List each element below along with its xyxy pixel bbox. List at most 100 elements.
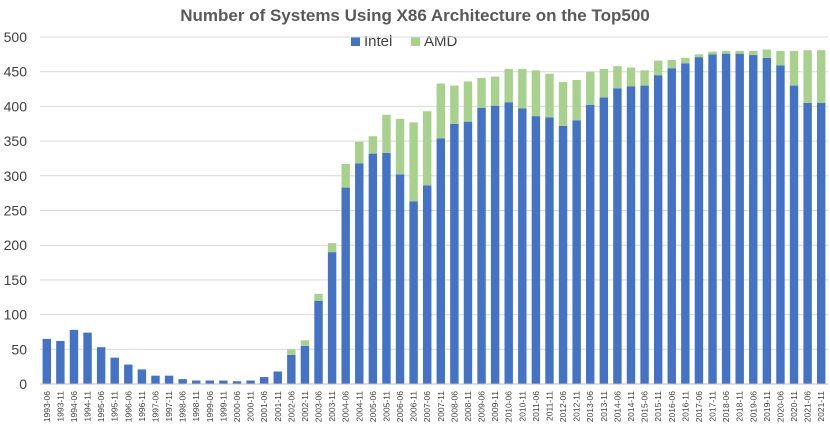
bar-intel-2003-11: [327, 252, 337, 384]
bar-intel-2001-06: [259, 377, 269, 384]
bar-intel-2021-11: [817, 102, 826, 385]
x-tick-label: 2010-06: [504, 391, 514, 422]
bar-intel-2010-11: [518, 108, 527, 384]
bar-amd-2007-11: [436, 83, 445, 139]
bar-intel-2014-11: [626, 86, 636, 385]
bar-intel-2007-11: [436, 138, 445, 384]
x-axis: 1993-06 1993-11 1994-06 1994-11 1995-06 1995-…: [40, 383, 828, 422]
bar-amd-2015-06: [640, 70, 649, 86]
y-axis: 0 50 100 150 200 250 300 350 400 450 500: [4, 29, 28, 392]
bar-intel-2017-11: [708, 54, 717, 384]
y-tick-label: 400: [4, 98, 28, 114]
x-tick-label: 2002-11: [300, 391, 310, 422]
legend: Intel AMD: [351, 33, 458, 50]
bar-amd-2015-11: [653, 60, 663, 76]
bar-intel-2000-06: [232, 381, 242, 384]
y-tick-label: 300: [4, 168, 28, 184]
bar-intel-1996-06: [124, 364, 133, 384]
gridlines: [40, 36, 828, 350]
bar-intel-2018-11: [735, 53, 744, 384]
bar-amd-2002-06: [287, 349, 296, 355]
x-tick-label: 2020-11: [789, 391, 799, 422]
bar-intel-2005-06: [368, 153, 378, 384]
x-tick-label: 1995-11: [110, 391, 120, 422]
x-tick-label: 1997-11: [164, 391, 174, 422]
bar-amd-2012-11: [572, 80, 581, 121]
bar-amd-2014-06: [613, 66, 622, 89]
bar-intel-2015-06: [640, 85, 649, 384]
bar-intel-2012-11: [572, 120, 581, 384]
bar-amd-2012-06: [558, 82, 568, 126]
x-tick-label: 2007-06: [422, 391, 432, 422]
bar-intel-2004-06: [341, 187, 350, 384]
bar-amd-2021-06: [803, 50, 812, 103]
x-tick-label: 1999-06: [205, 391, 215, 422]
x-tick-label: 2004-11: [354, 391, 364, 422]
bar-intel-2001-11: [273, 371, 282, 384]
x-tick-label: 2002-06: [286, 391, 296, 422]
x-tick-label: 2008-06: [449, 391, 459, 422]
bar-amd-2007-06: [423, 111, 432, 186]
x-tick-label: 2014-06: [612, 391, 622, 422]
bar-amd-2008-11: [463, 81, 473, 122]
x-tick-label: 1998-11: [191, 391, 201, 422]
y-tick-label: 50: [11, 341, 27, 357]
bar-amd-2010-06: [504, 68, 513, 103]
y-tick-label: 350: [4, 133, 28, 149]
x-tick-label: 2000-11: [246, 391, 256, 422]
bar-amd-2010-11: [518, 68, 527, 109]
bar-intel-2020-06: [776, 65, 785, 384]
bar-amd-2020-11: [789, 50, 799, 86]
bar-intel-1994-11: [83, 332, 92, 384]
x-tick-label: 2009-06: [477, 391, 487, 422]
bar-amd-2013-11: [599, 68, 609, 98]
x-tick-label: 2017-06: [694, 391, 704, 422]
y-tick-label: 100: [4, 307, 28, 323]
x-tick-label: 1999-11: [218, 391, 228, 422]
bar-intel-2016-11: [681, 63, 690, 385]
x-tick-label: 1996-11: [137, 391, 147, 422]
bar-amd-2011-06: [531, 70, 541, 117]
legend-swatch-intel: [351, 37, 360, 46]
x-tick-label: 2021-06: [803, 391, 813, 422]
bar-amd-2016-11: [681, 57, 690, 64]
x-tick-label: 2011-06: [531, 391, 541, 422]
bars: [42, 49, 826, 385]
bar-intel-1996-11: [137, 369, 147, 384]
bar-intel-2019-11: [762, 57, 772, 384]
x-tick-label: 2021-11: [816, 391, 826, 422]
x-tick-label: 2019-11: [762, 391, 772, 422]
x-tick-label: 2001-11: [273, 391, 283, 422]
y-tick-label: 200: [4, 237, 28, 253]
x-tick-label: 2003-11: [327, 391, 337, 422]
bar-intel-2016-06: [667, 68, 676, 384]
x-tick-label: 1998-06: [178, 391, 188, 422]
x-tick-label: 2014-11: [626, 391, 636, 422]
y-tick-label: 450: [4, 64, 28, 80]
x-tick-label: 2010-11: [517, 391, 527, 422]
x-tick-label: 2000-06: [232, 391, 242, 422]
x-tick-label: 2003-06: [314, 391, 324, 422]
bar-intel-2015-11: [653, 75, 663, 385]
x-tick-label: 2015-06: [640, 391, 650, 422]
bar-intel-2012-06: [558, 125, 568, 384]
bar-amd-2006-06: [395, 118, 405, 175]
x-tick-label: 1993-06: [42, 391, 52, 422]
bar-intel-2019-06: [749, 55, 758, 384]
bar-amd-2005-06: [368, 136, 378, 154]
bar-intel-1993-11: [56, 340, 65, 384]
bar-amd-2009-11: [490, 76, 500, 106]
bar-intel-1999-11: [219, 380, 228, 384]
legend-label-intel: Intel: [364, 33, 392, 50]
bar-amd-2021-11: [817, 50, 826, 103]
y-tick-label: 150: [4, 272, 28, 288]
x-tick-label: 1997-06: [150, 391, 160, 422]
x-tick-label: 2008-11: [463, 391, 473, 422]
bar-intel-2009-06: [477, 107, 486, 384]
bar-intel-2013-06: [586, 105, 595, 384]
bar-intel-1994-06: [69, 329, 79, 384]
bar-amd-2004-11: [355, 141, 364, 164]
bar-intel-2017-06: [694, 57, 704, 384]
bar-amd-2003-06: [314, 293, 323, 301]
